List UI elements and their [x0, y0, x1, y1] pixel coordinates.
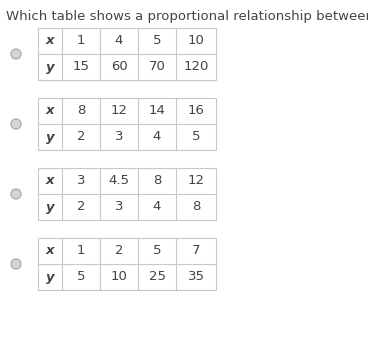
Text: 4.5: 4.5	[109, 175, 130, 188]
Text: 8: 8	[77, 105, 85, 118]
Bar	[38, 238, 216, 290]
Text: x: x	[46, 105, 54, 118]
Bar	[38, 98, 216, 150]
Text: 7: 7	[192, 245, 200, 258]
Text: 120: 120	[183, 61, 209, 74]
Text: 4: 4	[115, 35, 123, 48]
Text: y: y	[46, 61, 54, 74]
Circle shape	[11, 259, 21, 269]
Text: 60: 60	[111, 61, 127, 74]
Bar	[38, 28, 216, 80]
Text: 3: 3	[115, 131, 123, 144]
Circle shape	[11, 119, 21, 129]
Text: y: y	[46, 201, 54, 214]
Text: 35: 35	[188, 271, 205, 284]
Text: 5: 5	[77, 271, 85, 284]
Circle shape	[11, 49, 21, 59]
Text: y: y	[46, 131, 54, 144]
Text: x: x	[46, 175, 54, 188]
Text: 70: 70	[149, 61, 166, 74]
Text: 1: 1	[77, 245, 85, 258]
Bar	[38, 168, 216, 220]
Text: 2: 2	[115, 245, 123, 258]
Text: 5: 5	[192, 131, 200, 144]
Text: 12: 12	[110, 105, 127, 118]
Text: 14: 14	[149, 105, 166, 118]
Circle shape	[11, 189, 21, 199]
Text: 3: 3	[77, 175, 85, 188]
Text: Which table shows a proportional relationship between: Which table shows a proportional relatio…	[6, 10, 368, 23]
Text: 16: 16	[188, 105, 205, 118]
Text: 8: 8	[153, 175, 161, 188]
Text: 4: 4	[153, 131, 161, 144]
Text: x: x	[46, 245, 54, 258]
Text: 12: 12	[188, 175, 205, 188]
Text: 5: 5	[153, 245, 161, 258]
Text: 8: 8	[192, 201, 200, 214]
Text: 2: 2	[77, 131, 85, 144]
Text: 10: 10	[110, 271, 127, 284]
Text: y: y	[46, 271, 54, 284]
Text: 4: 4	[153, 201, 161, 214]
Text: 1: 1	[77, 35, 85, 48]
Text: 2: 2	[77, 201, 85, 214]
Text: x: x	[46, 35, 54, 48]
Text: 25: 25	[149, 271, 166, 284]
Text: 10: 10	[188, 35, 205, 48]
Text: 15: 15	[72, 61, 89, 74]
Text: 3: 3	[115, 201, 123, 214]
Text: 5: 5	[153, 35, 161, 48]
